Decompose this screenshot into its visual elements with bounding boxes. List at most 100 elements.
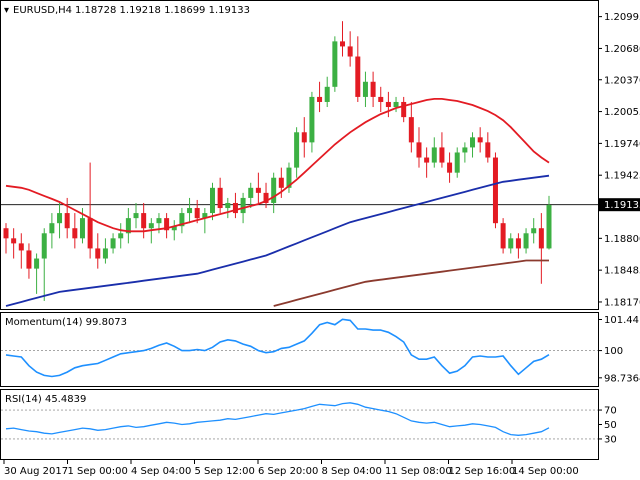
candle-body [202,213,208,219]
candle-body [370,81,376,97]
current-price-label: 1.19133 [604,200,640,211]
candle-body [271,177,277,203]
x-tick-label: 1 Sep 00:00 [68,466,128,477]
momentum-panel-frame [0,312,599,387]
candle-body [217,187,223,209]
chart-symbol-icon: ▾ [4,5,9,16]
momentum-tick-label: 98.7364 [604,373,640,384]
candle-body [385,101,391,108]
candle-body [95,248,101,259]
sma200-line [273,259,549,307]
rsi-tick-label: 50 [604,420,617,431]
candle-body [156,218,162,224]
x-tick-label: 14 Sep 00:00 [512,466,579,477]
candle-body [515,238,521,249]
rsi-tick-label: 30 [604,434,617,445]
candle-body [309,96,315,143]
current-price-tag [599,198,640,212]
candle-body [225,202,231,209]
candle-body [79,218,85,239]
candle-body [248,187,254,198]
candle-body [278,177,284,188]
candle-body [3,228,9,239]
candle-body [34,258,40,269]
chart-symbol: EURUSD,H4 [13,5,72,16]
x-tick-label: 11 Sep 08:00 [385,466,452,477]
candle-body [462,147,468,153]
candle-body [546,204,552,249]
candle-body [447,162,453,173]
momentum-line [5,318,550,378]
x-tick-label: 4 Sep 04:00 [131,466,191,477]
axes: 1.20995 1.20680 1.20370 1.20055 1.19740 1.194… [3,12,640,477]
candle-body [470,137,476,148]
candle-body [64,213,70,229]
rsi-label: RSI(14) 45.4839 [5,394,86,405]
chart-ohlc: 1.18728 1.19218 1.18699 1.19133 [75,5,250,16]
rsi-tick-label: 70 [604,406,617,417]
price-tick-label: 1.20370 [604,75,640,86]
price-tick-label: 1.18170 [604,297,640,308]
candle-body [492,157,498,224]
candle-body [110,238,116,249]
candle-body [401,101,407,118]
price-tick-label: 1.20680 [604,44,640,55]
candle-body [148,223,154,229]
candle-body [72,228,78,239]
candle-body [508,238,514,249]
sma100-line [5,174,550,307]
candle-body [18,243,24,251]
price-tick-label: 1.18485 [604,266,640,277]
sma20-line [5,98,550,233]
candle-body [102,248,108,259]
candle-body [301,132,307,143]
candle-body [317,96,323,102]
candle-body [263,192,269,203]
x-tick-label: 30 Aug 2017 [4,466,68,477]
candle-body [141,213,147,229]
price-plot [1,21,598,307]
candle-body [393,101,399,108]
candle-body [164,218,170,231]
candle-body [332,41,338,87]
candle-body [523,233,529,249]
candle-body [57,213,63,224]
candle-body [431,147,437,163]
momentum-plot [1,318,598,378]
candle-body [500,223,506,249]
candle-body [209,187,215,214]
price-tick-label: 1.19740 [604,139,640,150]
candle-body [347,46,353,57]
rsi-line [5,402,550,436]
candle-body [340,41,346,47]
candle-body [324,86,330,102]
price-tick-label: 1.20055 [604,107,640,118]
candle-body [187,208,193,214]
momentum-tick-label: 101.4419 [604,315,640,326]
candle-body [240,197,246,214]
x-tick-label: 6 Sep 20:00 [258,466,318,477]
candle-body [362,81,368,97]
momentum-tick-label: 100 [604,346,623,357]
candle-body [454,152,460,173]
candle-body [477,137,483,143]
price-tick-label: 1.20995 [604,12,640,23]
candle-body [11,238,17,244]
candle-body [294,132,300,168]
candle-body [118,233,124,239]
candle-body [378,96,384,102]
candle-body [355,56,361,97]
candle-body [531,228,537,234]
price-tick-label: 1.19425 [604,171,640,182]
x-tick-label: 8 Sep 04:00 [322,466,382,477]
candle-body [485,142,491,158]
candle-body [538,228,544,249]
candle-body [179,213,185,227]
candle-body [439,147,445,163]
candle-body [424,157,430,163]
rsi-panel-frame [0,389,599,460]
candle-body [255,187,261,193]
candle-body [49,223,55,234]
price-tick-label: 1.18800 [604,234,640,245]
